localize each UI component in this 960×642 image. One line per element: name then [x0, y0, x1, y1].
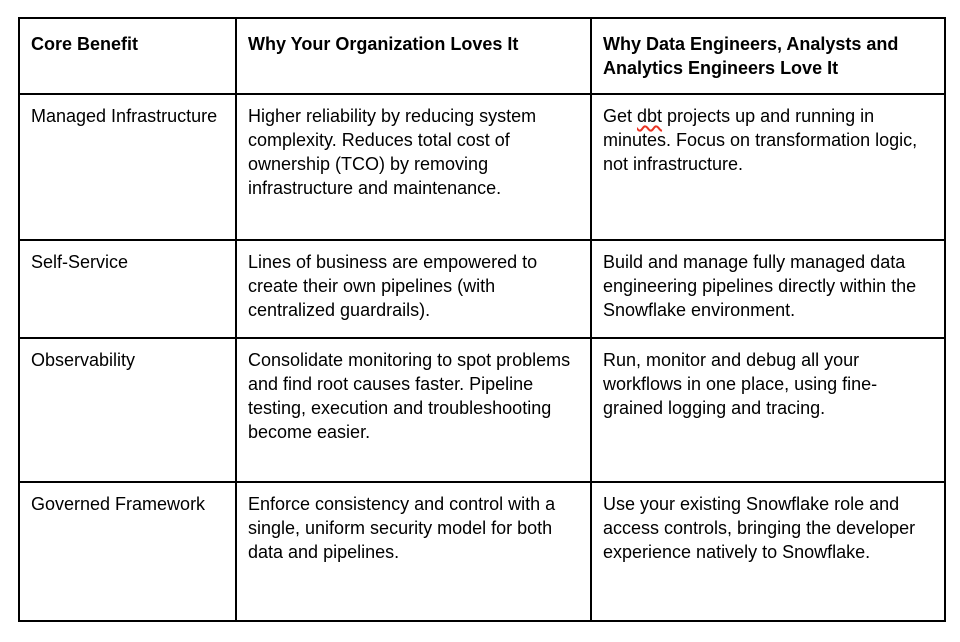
column-header-organization: Why Your Organization Loves It [235, 17, 592, 95]
text-segment: Get [603, 106, 638, 126]
spellcheck-flagged-word: dbt [637, 106, 663, 126]
text-segment: projects up and running in minutes. Focu… [603, 106, 918, 174]
cell-engineers-value: Build and manage fully managed data engi… [590, 239, 946, 339]
cell-engineers-value: Run, monitor and debug all your workflow… [590, 337, 946, 483]
column-header-engineers: Why Data Engineers, Analysts and Analyti… [590, 17, 946, 95]
cell-benefit: Managed Infrastructure [18, 93, 237, 241]
cell-organization-value: Lines of business are empowered to creat… [235, 239, 592, 339]
benefits-table: Core Benefit Why Your Organization Loves… [18, 17, 946, 622]
table-row-observability: Observability Consolidate monitoring to … [18, 337, 946, 483]
cell-organization-value: Enforce consistency and control with a s… [235, 481, 592, 622]
column-header-core-benefit: Core Benefit [18, 17, 237, 95]
cell-organization-value: Consolidate monitoring to spot problems … [235, 337, 592, 483]
table-row-managed-infrastructure: Managed Infrastructure Higher reliabilit… [18, 93, 946, 241]
cell-engineers-value: Use your existing Snowflake role and acc… [590, 481, 946, 622]
cell-benefit: Observability [18, 337, 237, 483]
cell-organization-value: Higher reliability by reducing system co… [235, 93, 592, 241]
cell-benefit: Governed Framework [18, 481, 237, 622]
table-row-self-service: Self-Service Lines of business are empow… [18, 239, 946, 339]
cell-engineers-value: Get dbt projects up and running in minut… [590, 93, 946, 241]
cell-benefit: Self-Service [18, 239, 237, 339]
table-header-row: Core Benefit Why Your Organization Loves… [18, 17, 946, 95]
table-row-governed-framework: Governed Framework Enforce consistency a… [18, 481, 946, 622]
